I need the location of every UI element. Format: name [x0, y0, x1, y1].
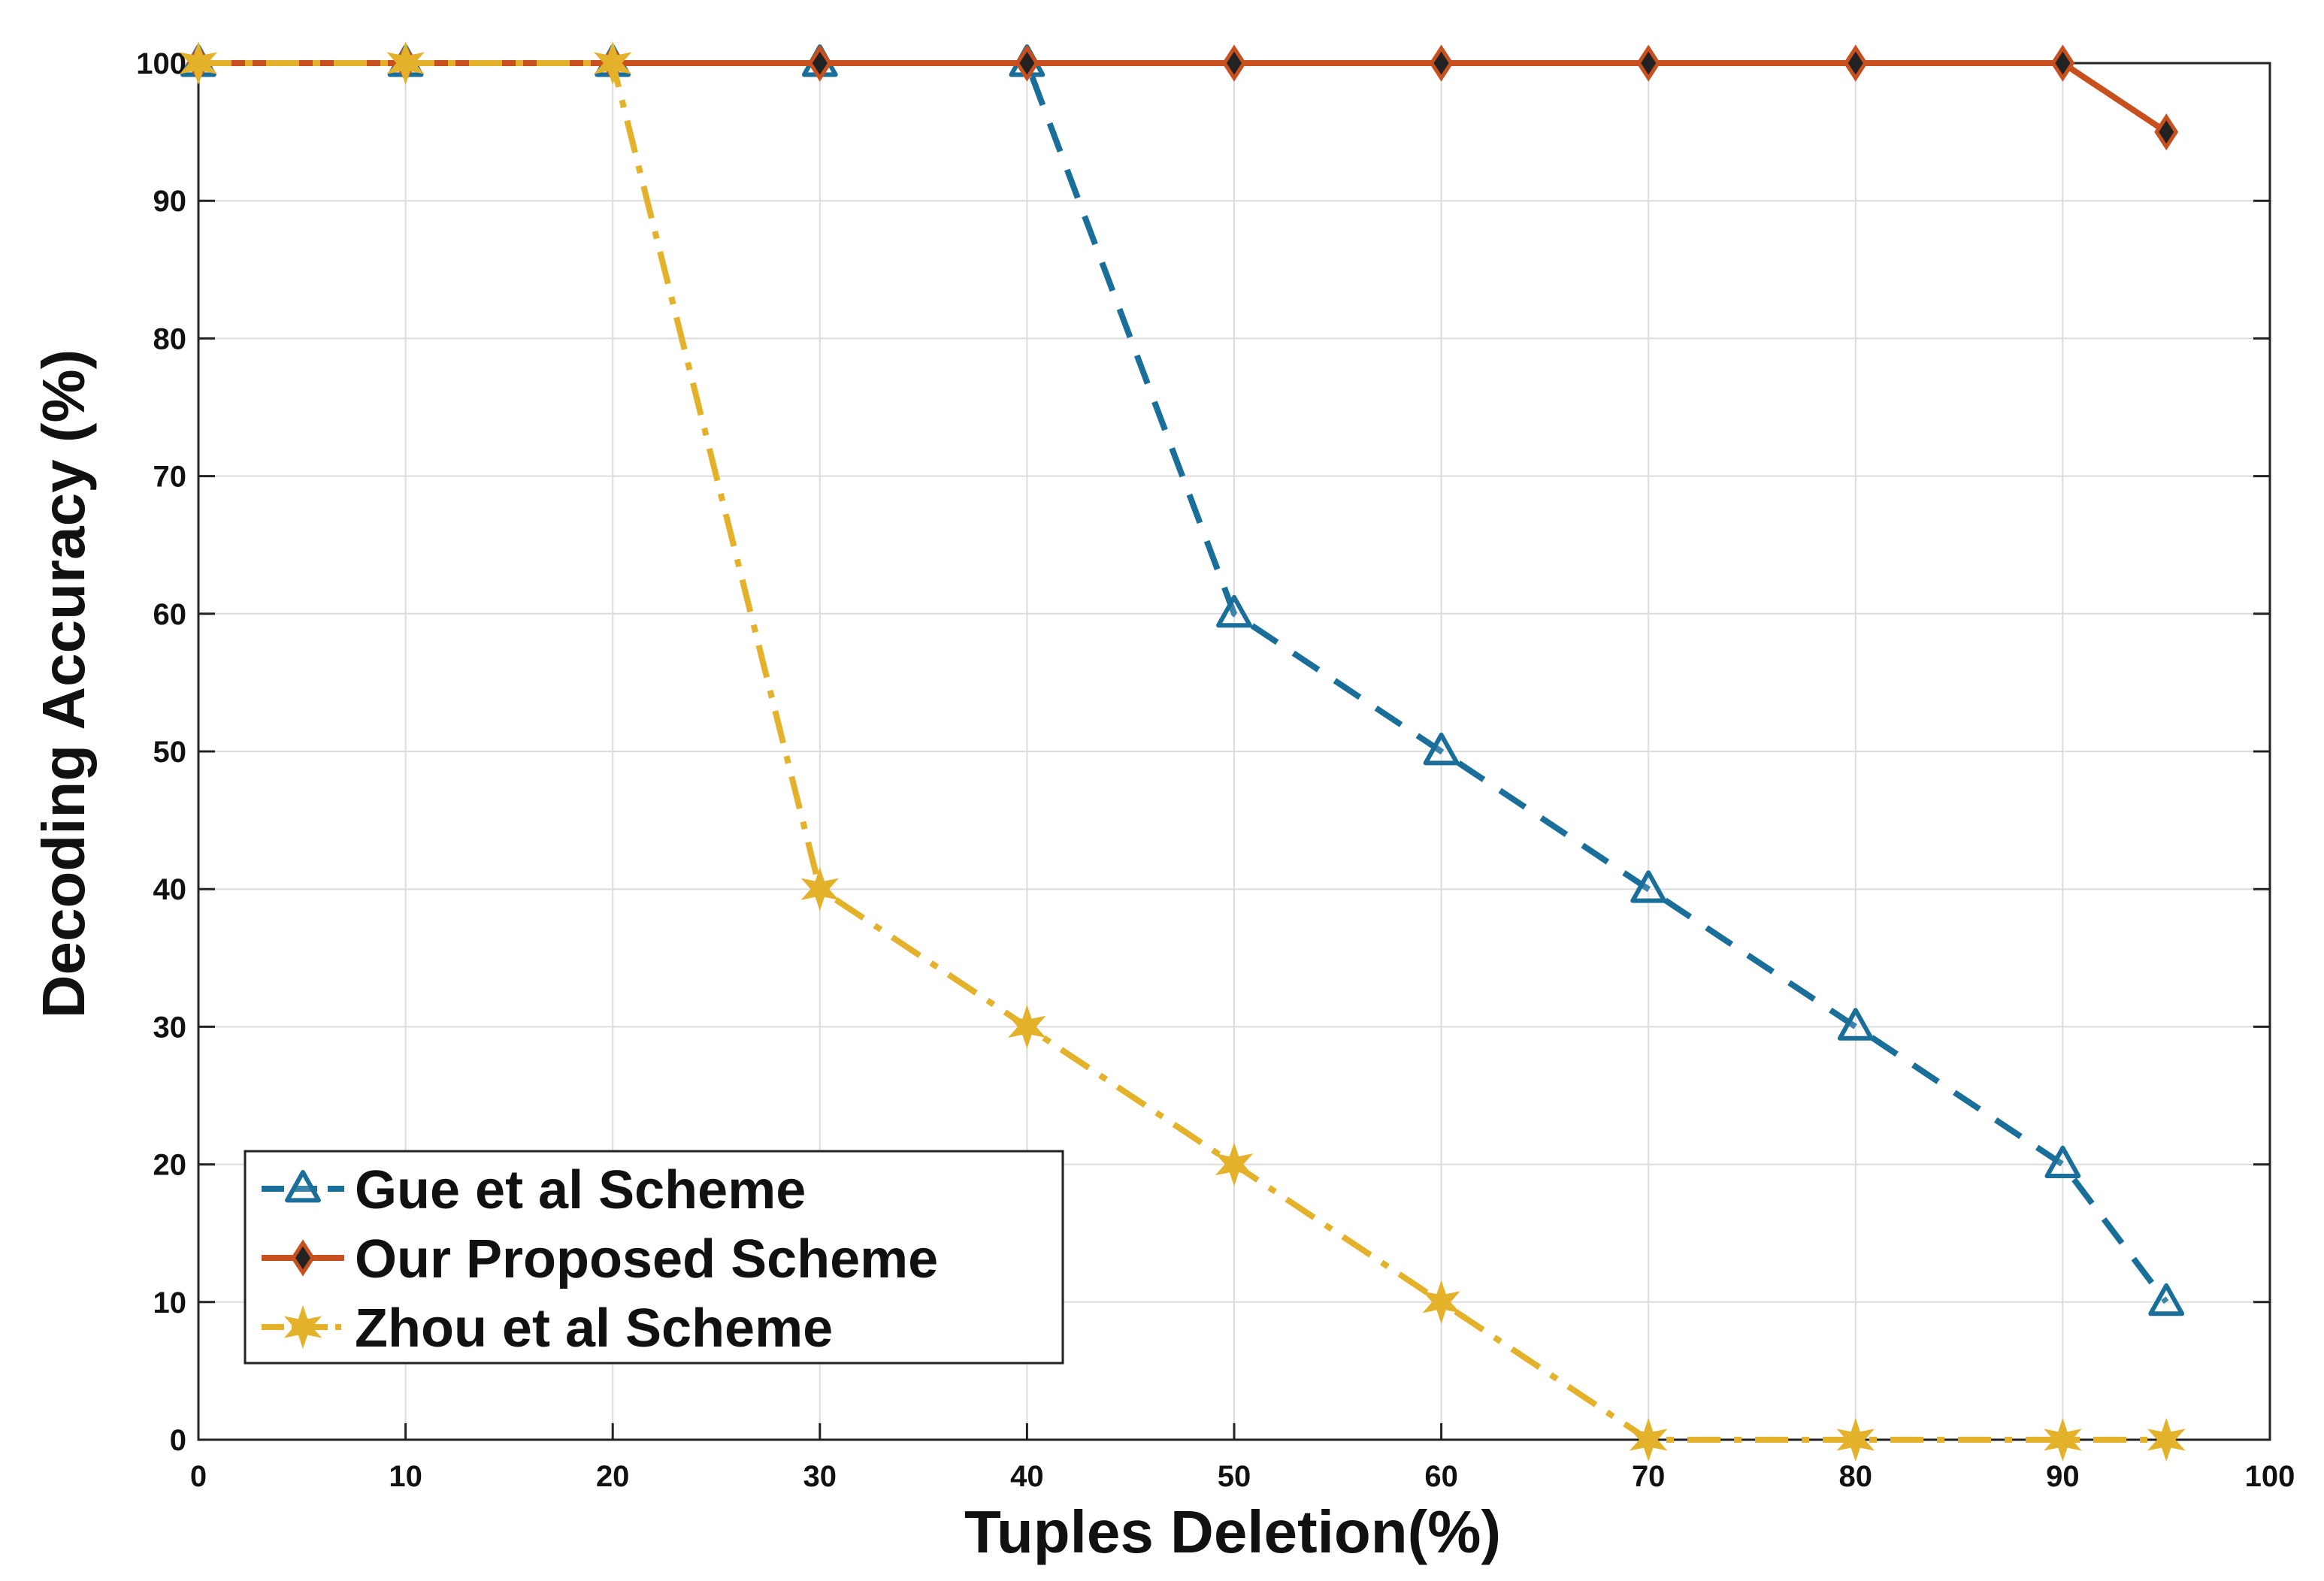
data-point-marker [1636, 44, 1661, 82]
data-point-marker [2148, 1283, 2185, 1316]
data-point-marker [1216, 594, 1252, 628]
data-point-marker [2147, 1417, 2186, 1462]
y-tick-label: 100 [136, 47, 186, 80]
x-tick-label: 50 [1218, 1460, 1251, 1493]
data-point-marker [1215, 1142, 1254, 1187]
y-axis-title: Decoding Accuracy (%) [30, 349, 97, 1019]
y-tick-label: 60 [153, 598, 187, 631]
y-tick-label: 70 [153, 461, 187, 494]
legend-marker [291, 1239, 315, 1277]
y-tick-label: 40 [153, 873, 187, 906]
data-point-marker [800, 867, 840, 911]
data-point-marker [179, 41, 218, 86]
data-point-marker [2044, 1145, 2081, 1178]
y-tick-label: 0 [170, 1424, 186, 1457]
y-tick-label: 50 [153, 736, 187, 769]
legend-label: Gue et al Scheme [355, 1160, 806, 1220]
data-point-marker [1423, 733, 1460, 766]
data-point-marker [386, 41, 425, 86]
data-point-marker [2154, 113, 2179, 151]
legend-label: Zhou et al Scheme [355, 1298, 833, 1359]
data-point-marker [1837, 1008, 1874, 1041]
data-point-marker [807, 44, 832, 82]
data-point-marker [1629, 1417, 1668, 1462]
data-point-marker [1222, 44, 1246, 82]
series-layer [179, 41, 2186, 1462]
y-tick-label: 30 [153, 1011, 187, 1044]
data-point-marker [1429, 44, 1454, 82]
legend-box [244, 1150, 1064, 1365]
series-line [198, 60, 2169, 1304]
x-tick-label: 10 [389, 1460, 422, 1493]
data-point-marker [1008, 1005, 1046, 1049]
data-point-marker [1015, 44, 1039, 82]
legend: Gue et al Scheme Our Proposed Scheme Zhou … [244, 1150, 1064, 1365]
x-tick-label: 80 [1839, 1460, 1873, 1493]
x-tick-label: 20 [596, 1460, 630, 1493]
x-tick-label: 0 [190, 1460, 207, 1493]
legend-marker [285, 1170, 321, 1203]
x-axis-title: Tuples Deletion(%) [964, 1498, 1501, 1565]
x-tick-label: 90 [2046, 1460, 2080, 1493]
data-point-marker [1843, 44, 1868, 82]
y-tick-label: 80 [153, 322, 187, 355]
data-point-marker [1630, 870, 1667, 903]
y-tick-label: 10 [153, 1286, 187, 1320]
series-2 [179, 41, 2186, 1462]
x-tick-label: 30 [803, 1460, 837, 1493]
data-point-marker [2050, 44, 2075, 82]
x-tick-label: 100 [2245, 1460, 2295, 1493]
x-tick-label: 70 [1632, 1460, 1666, 1493]
y-tick-label: 20 [153, 1149, 187, 1182]
x-tick-label: 40 [1010, 1460, 1044, 1493]
y-tick-label: 90 [153, 185, 187, 218]
data-point-marker [1836, 1417, 1875, 1462]
data-point-marker [2044, 1417, 2082, 1462]
x-tick-label: 60 [1424, 1460, 1458, 1493]
data-point-marker [593, 41, 632, 86]
data-point-marker [1422, 1280, 1460, 1324]
legend-label: Our Proposed Scheme [355, 1229, 938, 1289]
legend-marker [283, 1304, 322, 1350]
